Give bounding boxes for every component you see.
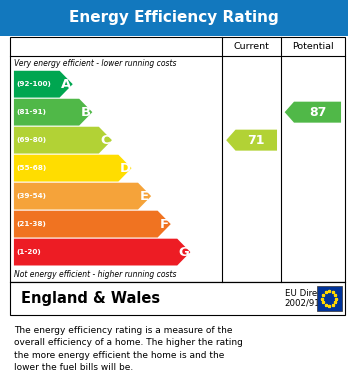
Polygon shape [14, 183, 151, 210]
Text: The energy efficiency rating is a measure of the
overall efficiency of a home. T: The energy efficiency rating is a measur… [14, 326, 243, 372]
Polygon shape [14, 127, 112, 154]
Bar [10, 37, 345, 282]
Text: Energy Efficiency Rating: Energy Efficiency Rating [69, 11, 279, 25]
Polygon shape [285, 102, 341, 123]
Text: E: E [140, 190, 149, 203]
Text: D: D [119, 161, 130, 175]
Text: A: A [61, 78, 71, 91]
Text: Very energy efficient - lower running costs: Very energy efficient - lower running co… [14, 59, 176, 68]
Text: B: B [81, 106, 91, 118]
Text: Not energy efficient - higher running costs: Not energy efficient - higher running co… [14, 270, 176, 279]
Text: EU Directive: EU Directive [285, 289, 338, 298]
Polygon shape [14, 99, 92, 126]
Polygon shape [14, 239, 190, 265]
Text: 2002/91/EC: 2002/91/EC [285, 299, 335, 308]
Polygon shape [14, 211, 171, 237]
Text: (92-100): (92-100) [16, 81, 51, 87]
Polygon shape [226, 130, 277, 151]
Text: C: C [101, 134, 110, 147]
Text: (39-54): (39-54) [16, 193, 46, 199]
Text: F: F [160, 218, 169, 231]
Text: 87: 87 [309, 106, 326, 118]
Text: Potential: Potential [292, 42, 334, 51]
Text: (1-20): (1-20) [16, 249, 41, 255]
Polygon shape [14, 71, 73, 98]
Text: 71: 71 [247, 134, 265, 147]
Bar [10, 282, 345, 315]
Text: G: G [179, 246, 189, 258]
Text: (69-80): (69-80) [16, 137, 46, 143]
Text: Current: Current [234, 42, 270, 51]
Text: (21-38): (21-38) [16, 221, 46, 227]
Text: (55-68): (55-68) [16, 165, 46, 171]
Polygon shape [14, 155, 132, 181]
Text: England & Wales: England & Wales [21, 291, 160, 306]
Text: (81-91): (81-91) [16, 109, 46, 115]
Bar [317, 286, 342, 311]
Bar [0, 0, 348, 36]
